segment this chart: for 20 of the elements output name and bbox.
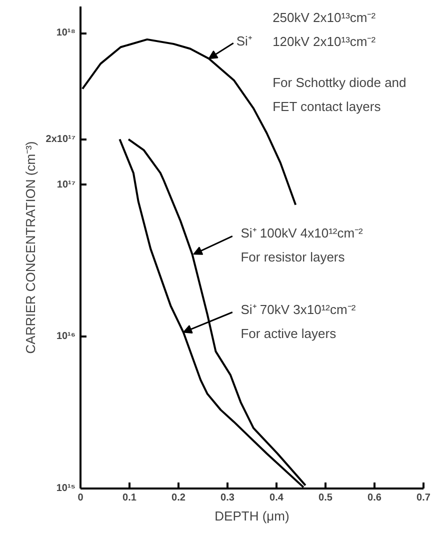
y-tick-label: 2x10¹⁷ xyxy=(46,134,76,145)
annotation: Si⁺ xyxy=(236,33,252,48)
x-tick-label: 0.3 xyxy=(220,492,235,504)
annotation: For Schottky diode and FET contact layers xyxy=(272,75,406,114)
annotation: Si⁺ 100kV 4x10¹²cm⁻² For resistor layers xyxy=(240,226,364,265)
x-tick-label: 0.6 xyxy=(368,492,382,504)
x-tick-label: 0.1 xyxy=(122,492,137,504)
x-tick-label: 0.2 xyxy=(172,492,186,504)
x-tick-label: 0 xyxy=(78,492,84,504)
y-tick-label: 10¹⁵ xyxy=(56,483,76,494)
annotation: Si⁺ 70kV 3x10¹²cm⁻² For active layers xyxy=(240,302,356,341)
y-tick-label: 10¹⁶ xyxy=(56,331,76,342)
x-axis-title: DEPTH (μm) xyxy=(214,508,290,524)
x-tick-label: 0.4 xyxy=(270,492,284,504)
y-tick-label: 10¹⁷ xyxy=(56,179,76,190)
y-tick-label: 10¹⁸ xyxy=(56,28,76,39)
x-tick-label: 0.5 xyxy=(318,492,333,504)
y-axis-title: CARRIER CONCENTRATION (cm⁻³) xyxy=(22,141,38,354)
annotation: 250kV 2x10¹³cm⁻² 120kV 2x10¹³cm⁻² xyxy=(272,10,376,50)
x-tick-label: 0.7 xyxy=(416,492,431,504)
